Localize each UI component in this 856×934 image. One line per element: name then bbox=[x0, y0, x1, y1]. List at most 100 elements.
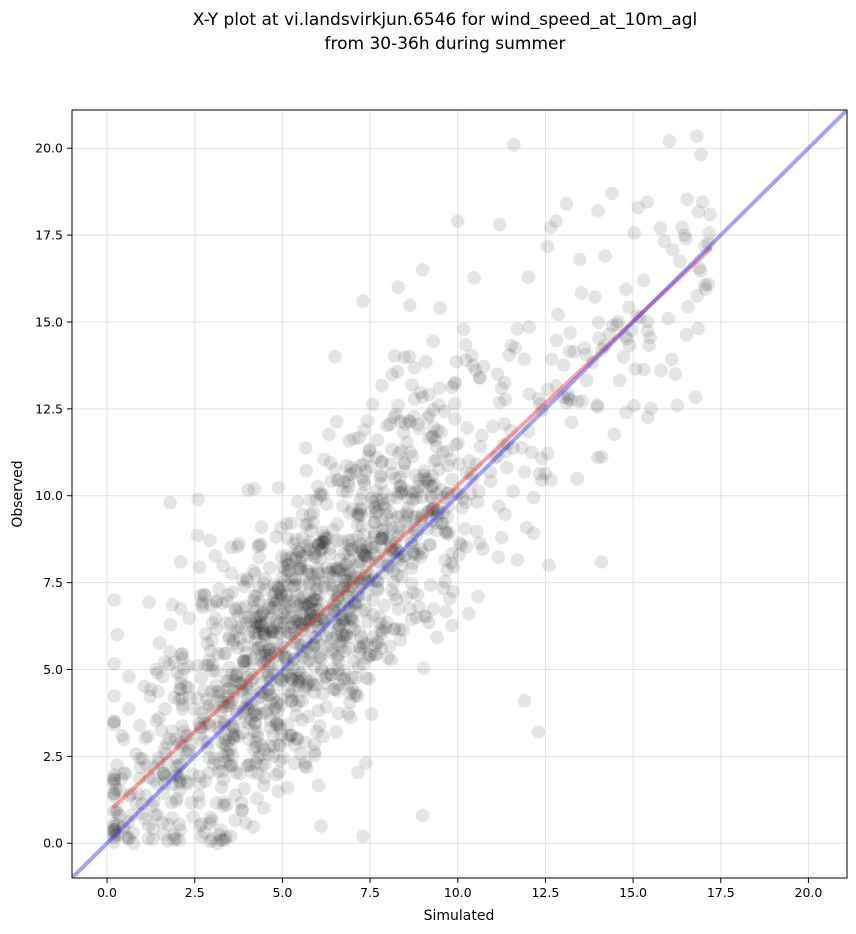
scatter-point bbox=[348, 686, 363, 700]
scatter-point bbox=[653, 221, 668, 235]
scatter-point bbox=[691, 321, 705, 336]
scatter-point bbox=[218, 732, 232, 746]
scatter-point bbox=[562, 344, 577, 359]
scatter-point bbox=[573, 252, 587, 267]
scatter-point bbox=[579, 373, 594, 388]
scatter-point bbox=[282, 563, 297, 577]
scatter-point bbox=[348, 596, 362, 611]
scatter-point bbox=[235, 684, 250, 699]
scatter-point bbox=[181, 745, 195, 760]
scatter-point bbox=[534, 451, 549, 466]
scatter-point bbox=[347, 622, 362, 637]
scatter-point bbox=[306, 506, 321, 520]
scatter-point bbox=[229, 707, 244, 722]
scatter-point bbox=[290, 588, 305, 603]
scatter-point bbox=[334, 640, 349, 654]
scatter-point bbox=[157, 741, 172, 756]
scatter-point bbox=[262, 600, 277, 615]
scatter-point bbox=[232, 676, 247, 690]
scatter-point bbox=[272, 738, 286, 752]
scatter-point bbox=[239, 599, 253, 614]
scatter-point bbox=[162, 657, 176, 672]
scatter-point bbox=[622, 300, 636, 315]
scatter-point bbox=[345, 682, 360, 696]
scatter-point bbox=[325, 645, 339, 660]
scatter-point bbox=[312, 603, 327, 617]
scatter-point bbox=[262, 688, 276, 702]
scatter-point bbox=[351, 595, 365, 610]
scatter-point bbox=[107, 774, 121, 788]
scatter-point bbox=[229, 624, 243, 639]
scatter-point bbox=[264, 624, 279, 639]
scatter-point bbox=[249, 740, 263, 754]
scatter-point bbox=[396, 623, 411, 637]
scatter-point bbox=[238, 610, 253, 625]
scatter-point bbox=[425, 502, 440, 517]
scatter-point bbox=[312, 587, 327, 601]
scatter-point bbox=[452, 536, 467, 550]
scatter-point bbox=[307, 637, 321, 652]
scatter-point bbox=[286, 652, 300, 667]
scatter-point bbox=[549, 333, 564, 348]
scatter-point bbox=[445, 618, 459, 633]
scatter-point bbox=[254, 638, 269, 652]
scatter-point bbox=[435, 483, 449, 498]
scatter-point bbox=[458, 495, 473, 510]
scatter-point bbox=[243, 757, 257, 772]
scatter-point bbox=[376, 528, 390, 542]
scatter-point bbox=[342, 538, 356, 553]
scatter-point bbox=[389, 490, 404, 505]
scatter-point bbox=[352, 507, 366, 522]
scatter-point bbox=[538, 466, 553, 481]
scatter-point bbox=[107, 804, 121, 819]
scatter-point bbox=[109, 782, 123, 797]
scatter-point bbox=[375, 531, 390, 546]
scatter-point bbox=[544, 220, 558, 235]
scatter-point bbox=[383, 533, 397, 548]
scatter-point bbox=[392, 521, 407, 536]
scatter-point bbox=[307, 630, 321, 645]
scatter-point bbox=[356, 639, 371, 653]
scatter-point bbox=[267, 578, 281, 592]
scatter-point bbox=[252, 616, 267, 630]
scatter-point bbox=[383, 492, 397, 507]
scatter-point bbox=[337, 630, 351, 645]
scatter-point bbox=[476, 542, 490, 556]
scatter-point bbox=[392, 552, 407, 567]
trend-lines bbox=[72, 110, 847, 878]
scatter-point bbox=[431, 423, 445, 438]
scatter-point bbox=[182, 690, 197, 705]
scatter-point bbox=[203, 718, 217, 733]
scatter-point bbox=[353, 508, 368, 522]
scatter-point bbox=[258, 627, 273, 641]
scatter-point bbox=[190, 528, 205, 543]
scatter-point bbox=[403, 415, 418, 429]
scatter-point bbox=[262, 648, 277, 663]
scatter-point bbox=[157, 766, 171, 781]
scatter-point bbox=[416, 479, 431, 494]
scatter-point bbox=[350, 518, 365, 532]
scatter-point bbox=[293, 555, 308, 569]
scatter-point bbox=[175, 698, 190, 712]
scatter-point bbox=[169, 831, 183, 846]
scatter-point bbox=[411, 417, 425, 432]
scatter-point bbox=[319, 700, 334, 714]
scatter-point bbox=[404, 612, 419, 627]
scatter-point bbox=[249, 632, 263, 646]
scatter-point bbox=[654, 363, 668, 378]
scatter-point bbox=[414, 514, 428, 529]
scatter-point bbox=[156, 768, 171, 782]
scatter-point bbox=[284, 688, 298, 702]
scatter-point bbox=[318, 670, 333, 684]
scatter-point bbox=[325, 662, 340, 676]
scatter-point bbox=[142, 770, 157, 785]
scatter-point bbox=[300, 539, 314, 553]
scatter-point bbox=[419, 610, 433, 624]
scatter-point bbox=[331, 706, 346, 721]
scatter-point bbox=[467, 271, 481, 285]
scatter-point bbox=[309, 613, 323, 628]
scatter-point bbox=[191, 492, 205, 507]
scatter-point bbox=[307, 546, 322, 560]
scatter-point bbox=[117, 766, 131, 780]
scatter-point bbox=[291, 562, 306, 576]
